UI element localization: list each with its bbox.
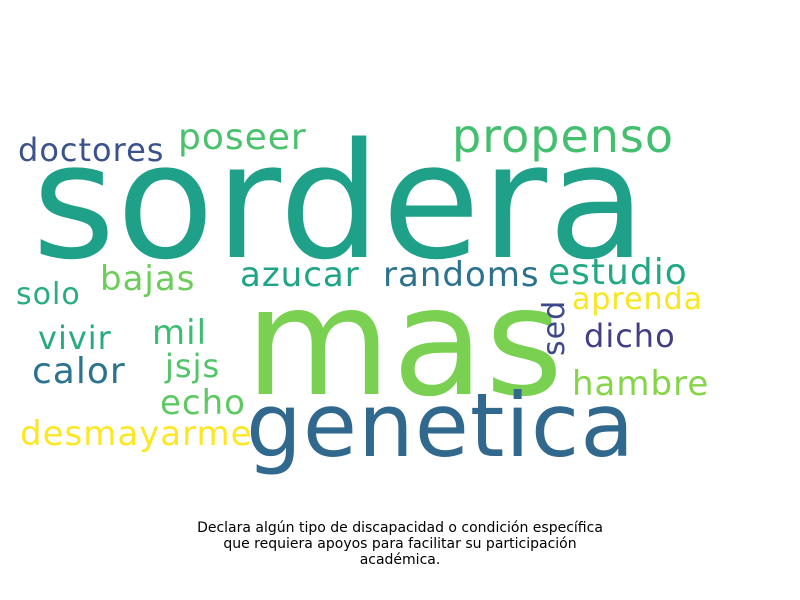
word-doctores: doctores bbox=[18, 131, 165, 169]
word-poseer: poseer bbox=[178, 117, 307, 158]
word-estudio: estudio bbox=[548, 252, 688, 293]
word-echo: echo bbox=[160, 383, 246, 423]
word-vivir: vivir bbox=[38, 319, 112, 357]
word-randoms: randoms bbox=[383, 255, 540, 295]
word-solo: solo bbox=[16, 277, 81, 312]
word-mil: mil bbox=[152, 313, 208, 353]
word-sed: sed bbox=[537, 299, 572, 356]
caption-line-1: Declara algún tipo de discapacidad o con… bbox=[197, 520, 603, 536]
caption-line-3: académica. bbox=[359, 552, 441, 568]
word-genetica: genetica bbox=[246, 374, 636, 477]
word-calor: calor bbox=[32, 351, 126, 392]
word-hambre: hambre bbox=[572, 364, 710, 404]
word-mas: mas bbox=[245, 256, 565, 430]
caption-line-2: que requiera apoyos para facilitar su pa… bbox=[223, 536, 577, 552]
word-desmayarme: desmayarme bbox=[20, 414, 253, 454]
question-caption: Declara algún tipo de discapacidad o con… bbox=[150, 520, 650, 568]
word-azucar: azucar bbox=[240, 255, 360, 295]
word-jsjs: jsjs bbox=[165, 347, 221, 385]
word-dicho: dicho bbox=[584, 317, 676, 355]
word-sordera: sordera bbox=[32, 108, 648, 295]
word-bajas: bajas bbox=[100, 259, 196, 299]
word-cloud: sordera mas genetica propenso poseer doc… bbox=[16, 108, 710, 477]
word-aprenda: aprenda bbox=[572, 282, 703, 317]
word-propenso: propenso bbox=[452, 109, 675, 163]
